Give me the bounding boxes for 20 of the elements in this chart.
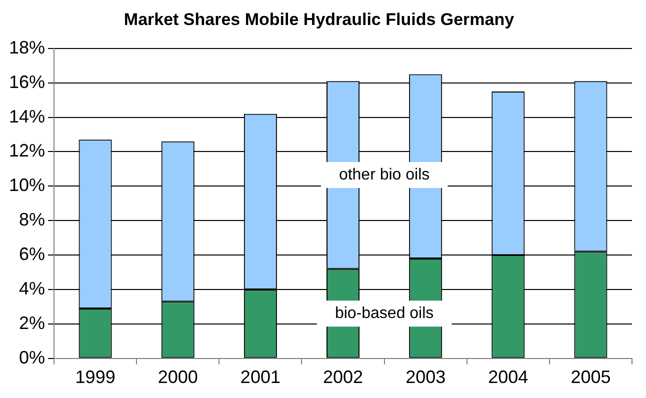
x-tick-label: 2000 (158, 367, 198, 388)
series-label: bio-based oils (334, 305, 434, 322)
y-tick-label: 2% (19, 312, 46, 333)
y-tick-label: 8% (19, 210, 46, 230)
x-tick-label: 1999 (75, 367, 116, 388)
x-tick-label: 2001 (240, 367, 280, 388)
x-tick-label: 2005 (570, 367, 611, 388)
y-tick-label: 4% (19, 278, 46, 298)
y-tick-label: 12% (8, 140, 46, 161)
y-tick-label: 6% (19, 244, 46, 264)
x-tick-label: 2004 (488, 367, 528, 388)
y-tick-label: 14% (8, 106, 46, 126)
y-tick-label: 10% (8, 175, 46, 196)
series-label: other bio oils (338, 166, 430, 184)
x-tick-label: 2003 (406, 367, 446, 388)
y-tick-label: 18% (8, 37, 46, 58)
y-tick-label: 0% (19, 347, 46, 368)
x-tick-label: 2002 (322, 367, 364, 388)
y-tick-label: 16% (8, 72, 46, 92)
chart-title: Market Shares Mobile Hydraulic Fluids Germany (124, 10, 515, 29)
